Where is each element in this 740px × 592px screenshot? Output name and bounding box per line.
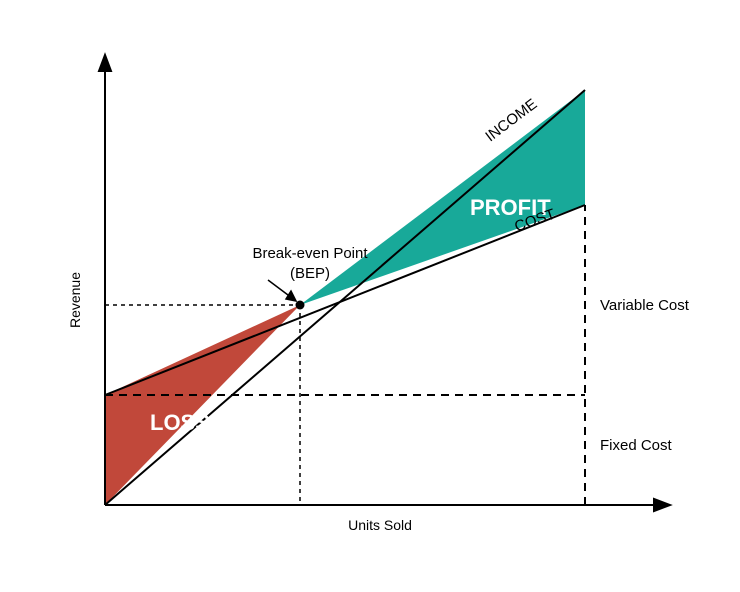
break-even-chart: LOSS PROFIT INCOME COST Break-even Point… (0, 0, 740, 592)
cost-line (105, 205, 585, 395)
income-line (105, 90, 585, 505)
bep-label-line1: Break-even Point (252, 245, 368, 262)
variable-cost-label: Variable Cost (600, 297, 690, 314)
bep-arrow-icon (268, 280, 296, 301)
x-axis-arrow-icon (654, 499, 670, 511)
y-axis-arrow-icon (99, 55, 111, 71)
loss-label: LOSS (150, 410, 210, 435)
bep-label-line2: (BEP) (290, 265, 330, 282)
loss-region (105, 305, 300, 505)
y-axis-label: Revenue (67, 272, 83, 328)
fixed-cost-label: Fixed Cost (600, 437, 673, 454)
x-axis-label: Units Sold (348, 517, 412, 533)
